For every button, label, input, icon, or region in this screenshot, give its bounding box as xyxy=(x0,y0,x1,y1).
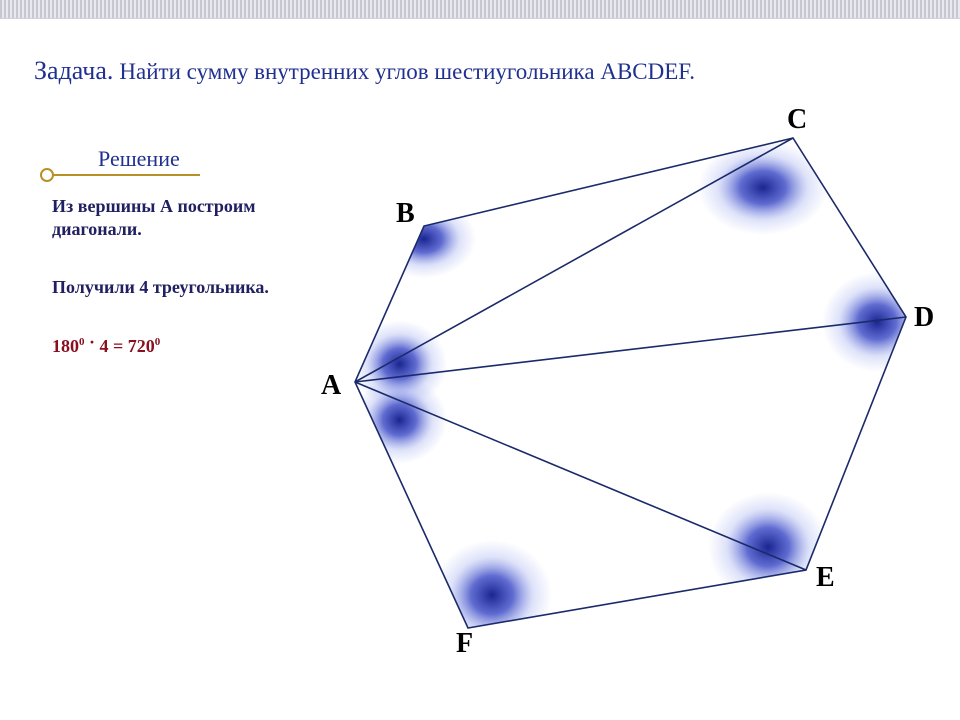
angle-glow-group xyxy=(352,140,932,650)
diagonal-AE xyxy=(355,382,806,570)
vertex-label-A: A xyxy=(321,370,341,402)
slide-page: { "page": { "width": 960, "height": 720,… xyxy=(0,0,960,720)
vertex-label-C: C xyxy=(787,104,807,136)
hexagon-diagram xyxy=(0,0,960,720)
glow-B xyxy=(372,200,476,278)
vertex-label-F: F xyxy=(456,628,473,660)
vertex-label-D: D xyxy=(914,302,934,334)
glow-E xyxy=(708,492,828,602)
glow-F xyxy=(432,540,552,650)
glow-A-lower xyxy=(352,376,447,464)
vertex-label-E: E xyxy=(816,562,835,594)
vertex-label-B: B xyxy=(396,198,415,230)
